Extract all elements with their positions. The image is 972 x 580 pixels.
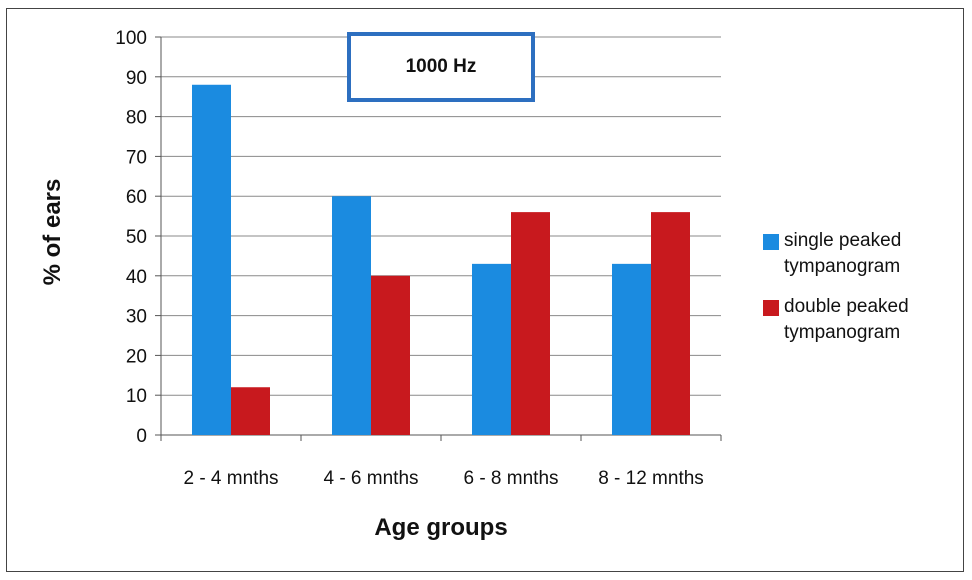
y-tick-label: 60	[126, 187, 147, 208]
chart-title: 1000 Hz	[347, 32, 535, 102]
bar-single-3	[472, 263, 511, 435]
bar-double-1	[231, 387, 270, 435]
y-tick-label: 0	[136, 426, 147, 447]
bar-double-4	[651, 212, 690, 435]
y-tick-label: 80	[126, 108, 147, 129]
y-tick-label: 30	[126, 307, 147, 328]
legend: single peaked tympanogram double peaked …	[763, 228, 963, 360]
legend-swatch-single	[763, 234, 779, 250]
y-tick-label: 50	[126, 227, 147, 248]
y-tick-label: 20	[126, 346, 147, 367]
x-tick-label: 8 - 12 mnths	[598, 468, 704, 489]
x-tick-label: 4 - 6 mnths	[323, 468, 418, 489]
legend-label-single: single peaked tympanogram	[784, 230, 902, 277]
bar-single-1	[192, 84, 231, 435]
bar-single-4	[612, 263, 651, 435]
legend-label-double: double peaked tympanogram	[784, 296, 909, 343]
y-tick-label: 40	[126, 267, 147, 288]
x-tick-label: 2 - 4 mnths	[183, 468, 278, 489]
legend-item-single: single peaked tympanogram	[763, 228, 963, 280]
y-axis-label: % of ears	[39, 178, 66, 286]
y-tick-label: 100	[115, 28, 147, 49]
y-tick-label: 70	[126, 147, 147, 168]
x-tick-label: 6 - 8 mnths	[463, 468, 558, 489]
x-axis-label: Age groups	[374, 514, 508, 541]
bar-double-2	[371, 275, 410, 435]
y-tick-label: 10	[126, 386, 147, 407]
bar-double-3	[511, 212, 550, 435]
legend-swatch-double	[763, 300, 779, 316]
legend-item-double: double peaked tympanogram	[763, 294, 963, 346]
y-tick-label: 90	[126, 68, 147, 89]
bar-single-2	[332, 196, 371, 435]
